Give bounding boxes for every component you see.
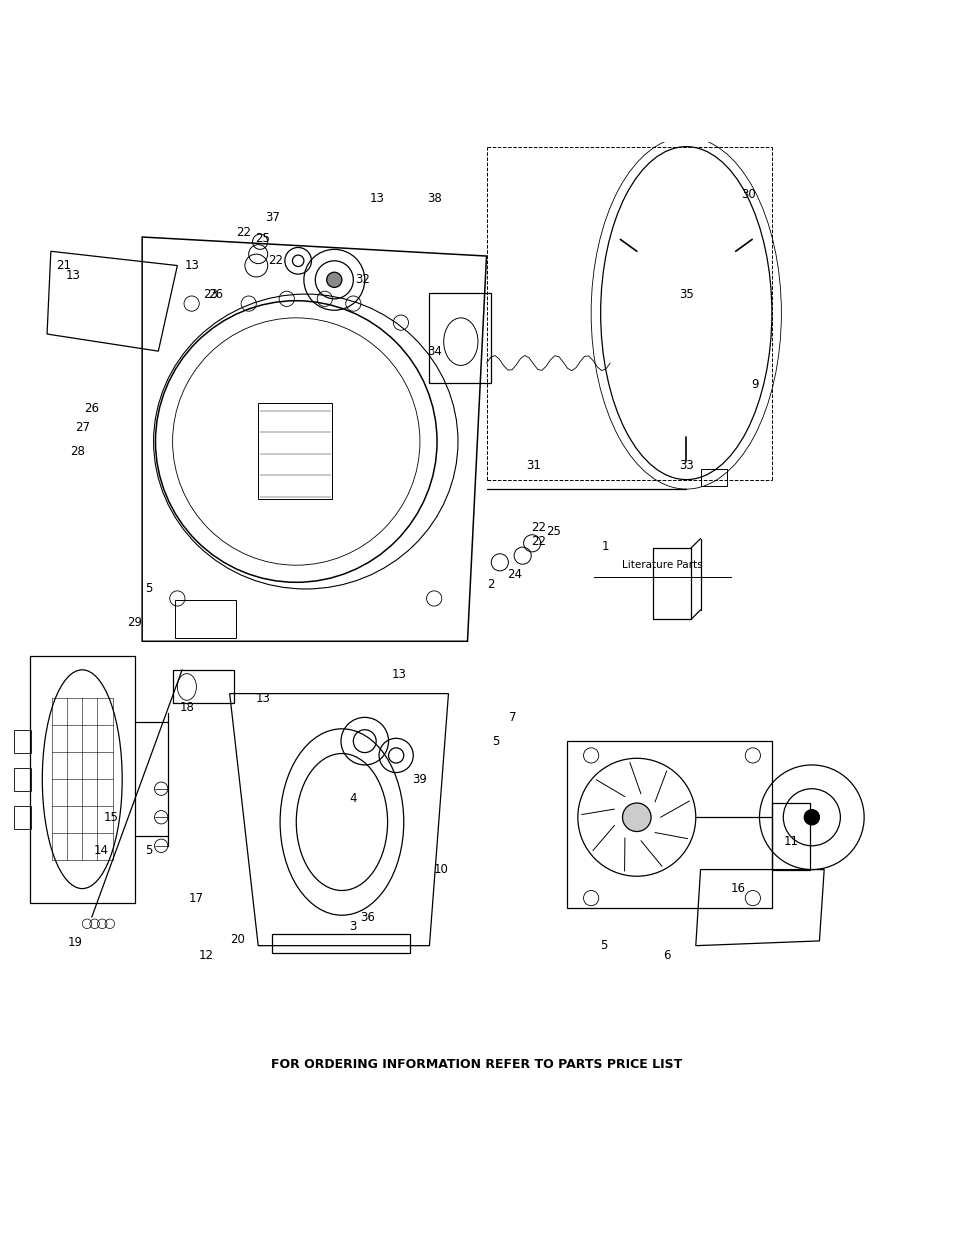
Text: 13: 13	[255, 692, 270, 705]
Text: 30: 30	[740, 188, 755, 201]
Text: 26: 26	[84, 401, 99, 415]
Bar	[771, 803, 809, 869]
Text: 20: 20	[230, 932, 245, 946]
Text: 25: 25	[545, 525, 560, 538]
Text: 26: 26	[208, 288, 223, 300]
Text: 10: 10	[433, 863, 448, 876]
Text: 7: 7	[509, 711, 517, 724]
Text: 31: 31	[526, 459, 541, 472]
Text: 12: 12	[198, 948, 213, 962]
Text: 38: 38	[426, 193, 441, 205]
Text: 16: 16	[730, 882, 745, 895]
Text: 5: 5	[145, 583, 152, 595]
Text: 18: 18	[179, 701, 194, 714]
Circle shape	[622, 803, 650, 831]
Bar	[13, 730, 30, 752]
Circle shape	[326, 272, 341, 288]
Text: 2: 2	[487, 578, 495, 590]
Text: 17: 17	[189, 892, 204, 904]
Text: 1: 1	[601, 540, 609, 552]
Text: 34: 34	[426, 345, 441, 358]
Text: 24: 24	[507, 568, 522, 582]
Text: 37: 37	[265, 211, 279, 225]
Text: 13: 13	[184, 259, 199, 272]
Text: 13: 13	[65, 268, 80, 282]
Text: FOR ORDERING INFORMATION REFER TO PARTS PRICE LIST: FOR ORDERING INFORMATION REFER TO PARTS …	[271, 1058, 682, 1071]
Bar	[567, 741, 771, 908]
Circle shape	[803, 810, 819, 825]
Text: 14: 14	[93, 844, 109, 857]
Text: 3: 3	[350, 920, 356, 934]
Text: 29: 29	[127, 616, 142, 629]
Bar	[700, 469, 726, 487]
Text: 5: 5	[145, 844, 152, 857]
Text: 36: 36	[360, 910, 375, 924]
Text: 21: 21	[55, 259, 71, 272]
Text: 9: 9	[750, 378, 758, 391]
Text: 22: 22	[268, 254, 282, 267]
Text: 4: 4	[349, 792, 356, 805]
Text: 32: 32	[355, 273, 370, 287]
Text: 25: 25	[255, 232, 270, 246]
Text: Literature Parts: Literature Parts	[621, 561, 702, 571]
Text: 22: 22	[236, 226, 252, 238]
Text: 27: 27	[74, 421, 90, 433]
Text: 13: 13	[391, 668, 406, 680]
Bar	[258, 404, 332, 499]
Text: 5: 5	[492, 735, 499, 747]
Text: 35: 35	[679, 288, 693, 300]
Bar	[13, 768, 30, 790]
Bar	[273, 934, 410, 953]
Bar	[429, 293, 491, 384]
Text: 23: 23	[203, 288, 218, 300]
Text: 22: 22	[531, 521, 546, 534]
Bar	[172, 669, 234, 703]
Text: 15: 15	[103, 810, 118, 824]
Bar	[30, 656, 134, 903]
Text: 39: 39	[412, 773, 427, 785]
Text: 5: 5	[599, 939, 606, 952]
Text: 11: 11	[782, 835, 798, 847]
Text: 22: 22	[531, 535, 546, 548]
Text: 33: 33	[679, 459, 693, 472]
Text: 28: 28	[70, 445, 85, 457]
Text: 19: 19	[68, 936, 83, 950]
Text: 13: 13	[370, 193, 384, 205]
Bar	[13, 806, 30, 829]
Bar	[174, 600, 236, 638]
Text: 6: 6	[662, 948, 670, 962]
